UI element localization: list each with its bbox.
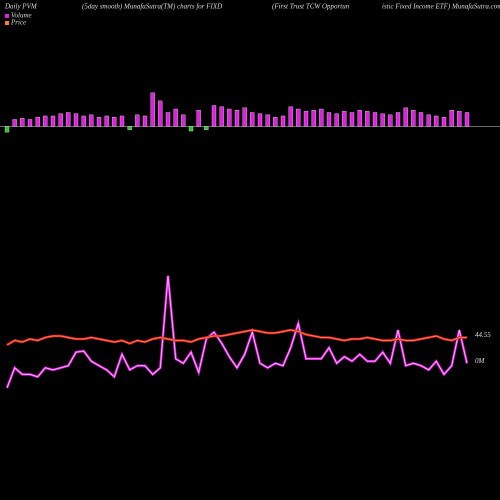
pvm-bar <box>12 119 17 127</box>
pvm-bar <box>250 112 255 127</box>
pvm-bar <box>119 115 125 127</box>
pvm-bar <box>158 100 163 127</box>
pvm-bar <box>257 113 263 127</box>
pvm-bar <box>219 106 224 127</box>
pvm-bar <box>434 115 439 127</box>
pvm-bar <box>357 110 362 127</box>
pvm-bar <box>43 115 48 127</box>
pvm-bar <box>388 114 393 127</box>
pvm-bar <box>265 114 270 127</box>
pvm-bar <box>403 107 408 127</box>
pvm-bar <box>319 108 324 127</box>
pvm-bar <box>303 111 309 127</box>
pvm-bar <box>449 110 454 127</box>
pvm-bar <box>326 112 332 127</box>
pvm-bar <box>288 106 293 127</box>
pvm-bar <box>135 114 140 127</box>
pvm-bar <box>311 110 316 127</box>
title-part: (5day smooth) MunafaSutra(TM) charts for… <box>82 3 222 11</box>
pvm-bar <box>418 112 424 127</box>
pvm-bar <box>196 110 201 127</box>
pvm-bar <box>441 116 447 127</box>
pvm-bar <box>150 92 155 127</box>
pvm-bar <box>242 107 247 127</box>
price-line-inner <box>6 329 467 346</box>
pvm-bar <box>365 111 370 127</box>
pvm-bar <box>173 108 178 127</box>
legend-label: Price <box>10 19 26 27</box>
pvm-bar <box>89 114 94 127</box>
pvm-bar <box>204 126 209 131</box>
pvm-bar <box>349 112 355 127</box>
pvm-bar <box>81 115 86 127</box>
pvm-bar <box>112 116 117 127</box>
pvm-bar <box>273 116 278 127</box>
pvm-bar <box>127 126 132 131</box>
pvm-bar <box>104 115 109 127</box>
pvm-bar <box>66 112 71 127</box>
pvm-bar <box>457 111 462 127</box>
pvm-bar <box>464 112 470 127</box>
legend-swatch <box>5 14 9 18</box>
pvm-bar <box>27 119 33 127</box>
pvm-bar <box>296 108 301 127</box>
pvm-bar <box>342 111 347 127</box>
pvm-bar <box>4 126 10 133</box>
legend-swatch <box>5 21 9 25</box>
pvm-bar <box>165 112 171 127</box>
pvm-bar <box>395 112 401 127</box>
pvm-bar <box>96 116 102 127</box>
pvm-bar <box>234 110 240 127</box>
title-part: (First Trust TCW Opportun <box>272 3 350 11</box>
title-part: Daily PVM <box>4 3 38 11</box>
pvm-bar <box>58 113 63 127</box>
pvm-bar <box>188 126 194 132</box>
pvm-bar <box>372 112 378 127</box>
pvm-bar <box>211 105 217 127</box>
legend-label: Volume <box>11 12 32 20</box>
pvm-bar <box>280 115 286 127</box>
pvm-bar <box>334 113 339 127</box>
volume-line-inner <box>6 275 468 389</box>
pvm-bar <box>181 114 186 127</box>
price-label: 44.55 <box>475 331 491 339</box>
title-part: istic Fixed Income ETF) MunafaSutra.com <box>382 3 500 11</box>
pvm-bar <box>35 116 40 127</box>
pvm-bar <box>20 118 25 127</box>
pvm-bar <box>411 110 416 127</box>
pvm-bar <box>380 113 385 127</box>
pvm-bar <box>73 113 79 127</box>
pvm-bar <box>50 115 56 127</box>
pvm-bar <box>426 114 431 127</box>
pvm-bar <box>142 115 148 127</box>
volume-label: 0M <box>475 357 486 365</box>
pvm-bar <box>227 108 232 127</box>
